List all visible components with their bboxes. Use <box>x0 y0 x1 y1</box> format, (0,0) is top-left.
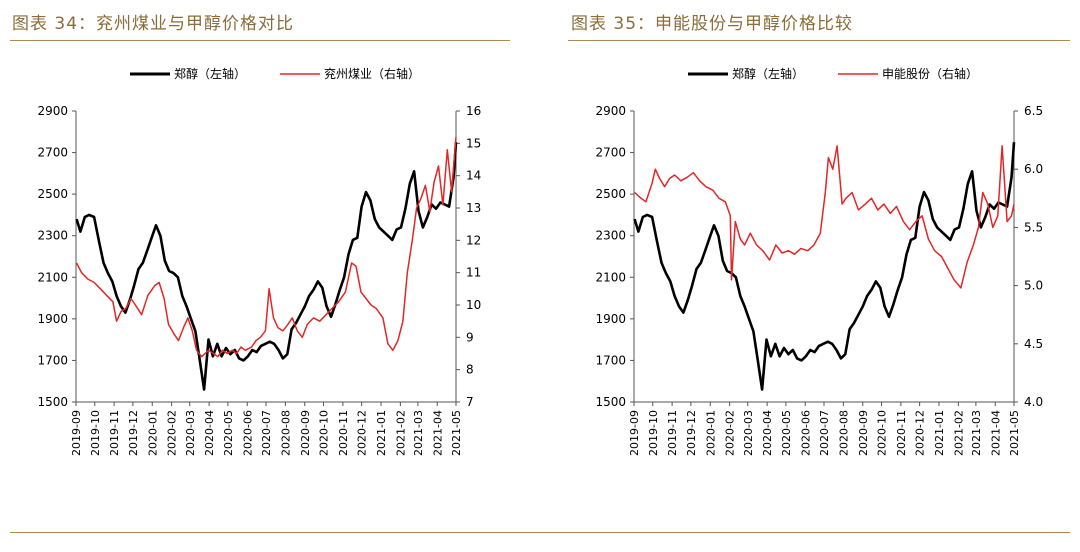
x-tick-label: 2021-02 <box>952 410 965 456</box>
chart-34-title: 图表 34：兖州煤业与甲醇价格对比 <box>12 14 295 34</box>
legend: 郑醇（左轴） 兖州煤业（右轴） <box>130 66 420 81</box>
x-tick-label: 2021-02 <box>394 410 407 456</box>
axes: 1500 1700 1900 2100 2300 2500 2700 2900 4.0 4.5 5.… <box>595 104 1043 456</box>
x-tick-label: 2020-11 <box>895 410 908 456</box>
x-tick-label: 2020-04 <box>761 410 774 456</box>
y-right-tick-label: 8 <box>466 363 474 377</box>
y-right-tick-label: 6.5 <box>1024 104 1043 118</box>
x-tick-label: 2020-12 <box>356 410 369 456</box>
x-tick-label: 2020-08 <box>279 410 292 456</box>
x-tick-label: 2021-01 <box>375 410 388 456</box>
x-tick-label: 2020-05 <box>222 410 235 456</box>
y-left-tick-label: 1900 <box>37 312 68 326</box>
series-line-methanol <box>633 142 1016 391</box>
axes: 1500 1700 1900 2100 2300 2500 2700 2900 7 8 9 10 11 1… <box>37 104 481 456</box>
x-tick-label: 2021-01 <box>933 410 946 456</box>
y-left-tick-label: 2300 <box>37 229 68 243</box>
x-tick-label: 2020-04 <box>203 410 216 456</box>
y-right-tick-label: 5.5 <box>1024 220 1043 234</box>
y-left-tick-label: 2900 <box>37 104 68 118</box>
legend: 郑醇（左轴） 申能股份（右轴） <box>688 66 978 81</box>
y-right-tick-label: 14 <box>466 169 481 183</box>
x-tick-label: 2019-11 <box>666 410 679 456</box>
x-tick-label: 2020-09 <box>299 410 312 456</box>
x-tick-label: 2019-11 <box>108 410 121 456</box>
x-tick-label: 2020-01 <box>146 410 159 456</box>
chart-34-yanzhou-vs-methanol: 1500 1700 1900 2100 2300 2500 2700 2900 7 8 9 10 11 1… <box>37 66 481 456</box>
chart-35-shenergy-vs-methanol: 1500 1700 1900 2100 2300 2500 2700 2900 4.0 4.5 5.… <box>595 66 1043 456</box>
x-tick-label: 2020-03 <box>742 410 755 456</box>
y-left-tick-label: 2100 <box>595 270 626 284</box>
legend-label: 郑醇（左轴） <box>732 66 804 81</box>
y-right-tick-label: 10 <box>466 298 481 312</box>
footer-rule <box>10 532 1070 533</box>
x-tick-label: 2020-01 <box>704 410 717 456</box>
x-tick-label: 2020-03 <box>184 410 197 456</box>
x-tick-label: 2019-12 <box>127 410 140 456</box>
x-tick-label: 2020-10 <box>318 410 331 456</box>
y-left-tick-label: 1500 <box>595 395 626 409</box>
y-left-tick-label: 1700 <box>37 353 68 367</box>
x-tick-label: 2020-09 <box>857 410 870 456</box>
y-left-tick-label: 2500 <box>37 187 68 201</box>
x-tick-label: 2020-02 <box>724 410 737 456</box>
x-tick-label: 2020-07 <box>818 410 831 456</box>
legend-label: 兖州煤业（右轴） <box>324 66 420 81</box>
y-right-tick-label: 16 <box>466 104 481 118</box>
chart-35-title: 图表 35：申能股份与甲醇价格比较 <box>571 14 854 34</box>
x-tick-label: 2020-12 <box>914 410 927 456</box>
y-right-tick-label: 11 <box>466 266 481 280</box>
x-tick-label: 2019-10 <box>647 410 660 456</box>
title-rule-left <box>10 40 510 41</box>
series-line-stock <box>634 145 1015 289</box>
y-right-tick-label: 13 <box>466 201 481 215</box>
series-line-methanol <box>75 142 458 391</box>
y-left-tick-label: 2100 <box>37 270 68 284</box>
x-tick-label: 2020-08 <box>837 410 850 456</box>
y-left-tick-label: 2700 <box>595 146 626 160</box>
y-right-tick-label: 7 <box>466 395 474 409</box>
x-tick-label: 2020-10 <box>876 410 889 456</box>
x-tick-label: 2020-06 <box>799 410 812 456</box>
x-tick-label: 2019-10 <box>89 410 102 456</box>
y-left-tick-label: 2500 <box>595 187 626 201</box>
y-left-tick-label: 2900 <box>595 104 626 118</box>
y-left-tick-label: 2700 <box>37 146 68 160</box>
x-tick-label: 2020-06 <box>241 410 254 456</box>
y-right-tick-label: 12 <box>466 233 481 247</box>
y-right-tick-label: 9 <box>466 330 474 344</box>
x-tick-label: 2021-03 <box>412 410 425 456</box>
x-tick-label: 2020-11 <box>337 410 350 456</box>
legend-label: 申能股份（右轴） <box>882 66 978 81</box>
x-tick-label: 2021-03 <box>970 410 983 456</box>
y-left-tick-label: 2300 <box>595 229 626 243</box>
x-tick-label: 2021-05 <box>1008 410 1021 456</box>
x-tick-label: 2020-05 <box>780 410 793 456</box>
y-right-tick-label: 4.0 <box>1024 395 1043 409</box>
x-tick-label: 2019-09 <box>70 410 83 456</box>
x-tick-label: 2021-05 <box>450 410 463 456</box>
x-tick-label: 2019-12 <box>685 410 698 456</box>
x-tick-label: 2021-04 <box>431 410 444 456</box>
series-line-stock <box>75 136 457 358</box>
x-tick-label: 2019-09 <box>628 410 641 456</box>
y-left-tick-label: 1500 <box>37 395 68 409</box>
y-right-tick-label: 5.0 <box>1024 279 1043 293</box>
y-left-tick-label: 1700 <box>595 353 626 367</box>
y-right-tick-label: 6.0 <box>1024 162 1043 176</box>
y-right-tick-label: 15 <box>466 136 481 150</box>
x-tick-label: 2020-02 <box>166 410 179 456</box>
legend-label: 郑醇（左轴） <box>174 66 246 81</box>
y-left-tick-label: 1900 <box>595 312 626 326</box>
y-right-tick-label: 4.5 <box>1024 337 1043 351</box>
x-tick-label: 2020-07 <box>260 410 273 456</box>
title-rule-right <box>568 40 1070 41</box>
x-tick-label: 2021-04 <box>989 410 1002 456</box>
